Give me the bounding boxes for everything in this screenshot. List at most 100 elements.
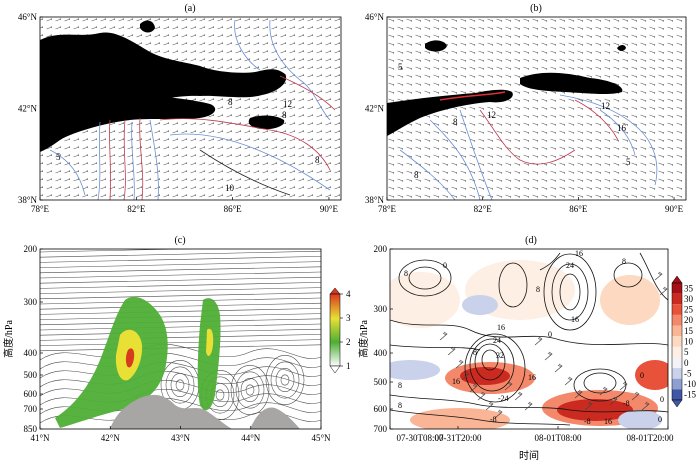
colorbar-d-tick-label: -15 [684,390,696,400]
contour-label-b-4: 12 [601,101,610,111]
contour-label-d-16: 0 [640,371,644,380]
contour-label-a-1: 5 [148,61,153,71]
panel-c: (c) 高度/hPa 41°N 42°N 43°N 44°N 45°N 200 300 40… [2,235,351,443]
shading-d-10 [635,360,668,390]
contour-label-d-20: -8 [490,415,497,424]
colorbar-d-tick-label: 10 [684,337,694,347]
contour-label-a-2: 8 [272,72,277,82]
shading-d-7 [460,367,510,385]
contour-label-d-8: 0 [548,330,552,339]
y-tick-label: 38°N [365,195,385,205]
colorbar-d-tick-label: -5 [684,368,692,378]
colorbar-d-tick-label: 0 [684,358,689,368]
x-tick-label: 90°E [665,204,684,214]
y-tick-label: 500 [24,370,38,380]
contour-label-d-19: -8 [623,399,630,408]
y-tick-label: 400 [374,348,388,358]
contours-d [390,252,668,426]
y-tick-label: 700 [24,404,38,414]
x-tick-label: 78°E [31,204,50,214]
land-mask-b-2 [520,72,623,95]
contour-label-d-23: 16 [604,417,612,426]
colorbar-d-tick-label: 25 [684,305,694,315]
colorbar-c-tick-label: 3 [346,313,351,323]
y-tick-label: 300 [24,297,38,307]
shading-d-9 [557,399,633,421]
contour-label-b-3: 12 [487,110,496,120]
y-axis-a: 38°N 42°N 46°N [18,12,43,205]
contour-label-a-9: 10 [225,183,235,193]
x-tick-label: 86°E [569,204,588,214]
panel-a: (a) 5 8 8 12 16 12 8 5 10 [18,3,342,214]
contour-label-d-4: 16 [575,249,583,258]
y-tick-label: 46°N [365,12,385,22]
contour-label-d-7: 16 [571,315,579,324]
x-tick-label: 43°N [171,433,191,443]
land-mask-a-top [140,20,155,33]
x-tick-label: 82°E [127,204,146,214]
colorbar-d-tick-label: 20 [684,315,694,325]
contour-label-d-13: 16 [528,373,536,382]
streamlines-c [40,249,321,424]
contour-label-b-7: 5 [626,157,631,167]
panel-d: (d) [357,235,696,462]
contour-label-d-15: 8 [398,381,402,390]
y-tick-label: 300 [374,304,388,314]
land-mask-b-main [387,89,513,136]
x-axis-c: 41°N 42°N 43°N 44°N 45°N [30,426,331,443]
shading-c-green-1 [55,296,168,428]
shading-c-yellow-2 [206,328,214,356]
panel-b: (b) 5 8 12 12 16 8 5 78°E 82°E 86°E 90°E 38… [365,3,687,214]
terrain-c [110,394,232,429]
shading-d-5 [462,295,498,315]
x-tick-label: 44°N [241,433,261,443]
y-tick-label: 46°N [18,12,38,22]
panel-c-label: (c) [174,235,185,246]
y-tick-label: 38°N [18,195,38,205]
contour-label-d-11: 24 [493,336,501,345]
land-mask-a-band [40,93,216,150]
contour-label-b-6: 8 [414,170,419,180]
x-tick-label: 86°E [224,204,243,214]
contour-label-d-14: 16 [452,377,460,386]
contour-label-d-3: 8 [536,285,540,294]
y-tick-label: 42°N [18,104,38,114]
contour-label-a-8: 5 [56,152,61,162]
contour-label-d-22: -8 [584,417,591,426]
xlabel-d: 时间 [519,449,539,462]
x-tick-label: 82°E [474,204,493,214]
contour-label-d-6: 8 [622,257,626,266]
contour-label-d-17: 8 [398,401,402,410]
shading-d-1 [390,272,460,328]
shading-d-4 [390,360,440,380]
red-front-line-b [439,91,506,101]
shading-d-12 [618,410,662,429]
contour-label-a-4: 12 [125,108,134,118]
x-tick-label: 07-30T08:00 [397,433,444,443]
wind-barbs-d [439,271,668,419]
contour-label-a-10: 8 [315,155,320,165]
contour-label-b-1: 5 [398,62,403,72]
y-tick-label: 500 [374,377,388,387]
x-tick-label: 45°N [311,433,331,443]
panel-b-label: (b) [530,3,542,14]
colorbar-d-tick-label: 30 [684,294,694,304]
contour-label-d-21: 0 [660,395,664,404]
ylabel-c: 高度/hPa [2,320,15,358]
y-tick-label: 600 [24,389,38,399]
shading-c-red [125,348,135,368]
contour-label-d-10: 16 [497,323,505,332]
x-tick-label: 78°E [378,204,397,214]
land-mask-a-east [248,115,285,130]
contour-label-b-5: 16 [617,123,627,133]
contour-label-d-9: 8 [473,348,477,357]
colorbar-d-tick-label: 5 [684,347,689,357]
land-mask-b-3 [617,45,626,51]
land-mask-b-1 [425,40,447,52]
shading-d-3 [600,275,660,325]
y-axis-c: 200 300 400 500 600 700 850 [24,244,43,434]
y-tick-label: 700 [374,424,388,434]
contour-label-d-18: -24 [498,394,509,403]
x-axis-a: 78°E 82°E 86°E 90°E [31,197,339,214]
